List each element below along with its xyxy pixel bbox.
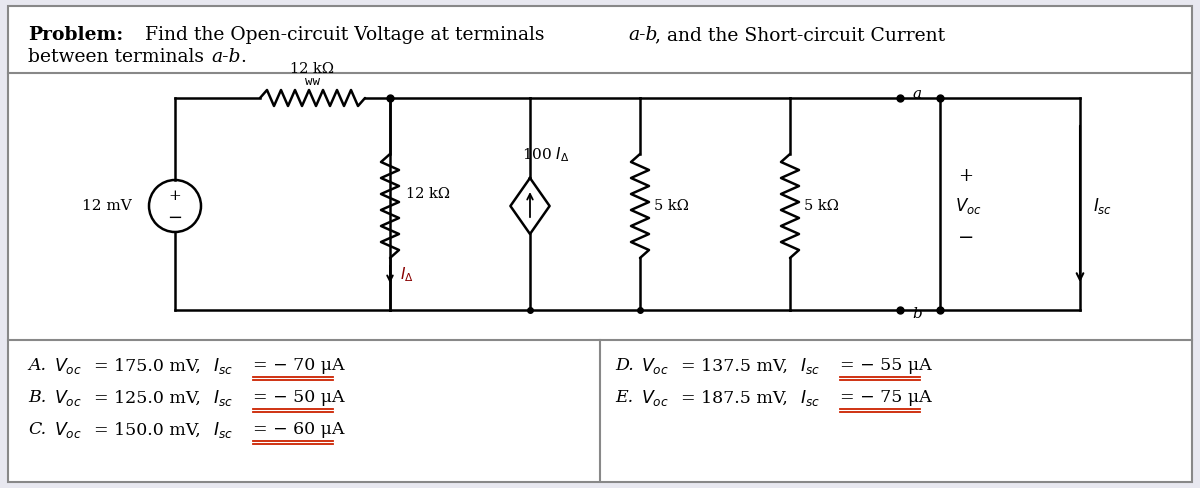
- Text: 12 mV: 12 mV: [82, 199, 132, 213]
- Text: = − 70 μA: = − 70 μA: [253, 358, 344, 374]
- Text: a-b: a-b: [211, 48, 240, 66]
- Text: $I_{sc}$: $I_{sc}$: [1093, 196, 1112, 216]
- Text: −: −: [958, 229, 974, 247]
- Text: $I_{sc}$: $I_{sc}$: [800, 356, 820, 376]
- Text: E.: E.: [616, 389, 634, 407]
- Text: = − 60 μA: = − 60 μA: [253, 422, 344, 439]
- Text: .: .: [240, 48, 246, 66]
- Text: a: a: [912, 87, 922, 101]
- Text: 12 kΩ: 12 kΩ: [406, 187, 450, 201]
- Text: D.: D.: [616, 358, 634, 374]
- Text: 5 kΩ: 5 kΩ: [804, 199, 839, 213]
- Text: $I_\Delta$: $I_\Delta$: [400, 265, 414, 284]
- Text: $I_{sc}$: $I_{sc}$: [214, 388, 233, 408]
- Text: C.: C.: [28, 422, 46, 439]
- Text: = 137.5 mV,: = 137.5 mV,: [682, 358, 788, 374]
- Text: = 125.0 mV,: = 125.0 mV,: [94, 389, 200, 407]
- Text: b: b: [912, 307, 922, 321]
- Text: $V_{oc}$: $V_{oc}$: [54, 356, 82, 376]
- Text: $V_{oc}$: $V_{oc}$: [641, 388, 668, 408]
- Text: Problem:: Problem:: [28, 26, 124, 44]
- Text: $I_{sc}$: $I_{sc}$: [800, 388, 820, 408]
- Text: Find the Open-circuit Voltage at terminals: Find the Open-circuit Voltage at termina…: [133, 26, 551, 44]
- Text: 100 $I_\Delta$: 100 $I_\Delta$: [522, 145, 570, 164]
- Text: $V_{oc}$: $V_{oc}$: [54, 388, 82, 408]
- Text: 5 kΩ: 5 kΩ: [654, 199, 689, 213]
- Text: = 150.0 mV,: = 150.0 mV,: [94, 422, 200, 439]
- Text: $V_{oc}$: $V_{oc}$: [54, 420, 82, 440]
- Text: −: −: [168, 209, 182, 227]
- Text: = 187.5 mV,: = 187.5 mV,: [682, 389, 788, 407]
- Text: = − 75 μA: = − 75 μA: [840, 389, 931, 407]
- Text: = − 55 μA: = − 55 μA: [840, 358, 931, 374]
- Text: = − 50 μA: = − 50 μA: [253, 389, 344, 407]
- Text: $V_{oc}$: $V_{oc}$: [955, 196, 982, 216]
- Text: a-b: a-b: [628, 26, 658, 44]
- Text: $V_{oc}$: $V_{oc}$: [641, 356, 668, 376]
- Text: $I_{sc}$: $I_{sc}$: [214, 420, 233, 440]
- Text: ww: ww: [305, 75, 320, 88]
- Text: A.: A.: [28, 358, 46, 374]
- Text: , and the Short-circuit Current: , and the Short-circuit Current: [655, 26, 946, 44]
- Text: B.: B.: [28, 389, 47, 407]
- Text: $I_{sc}$: $I_{sc}$: [214, 356, 233, 376]
- Text: between terminals: between terminals: [28, 48, 210, 66]
- Text: 12 kΩ: 12 kΩ: [290, 62, 335, 76]
- Text: = 175.0 mV,: = 175.0 mV,: [94, 358, 200, 374]
- Text: +: +: [169, 189, 181, 203]
- Text: +: +: [958, 167, 973, 185]
